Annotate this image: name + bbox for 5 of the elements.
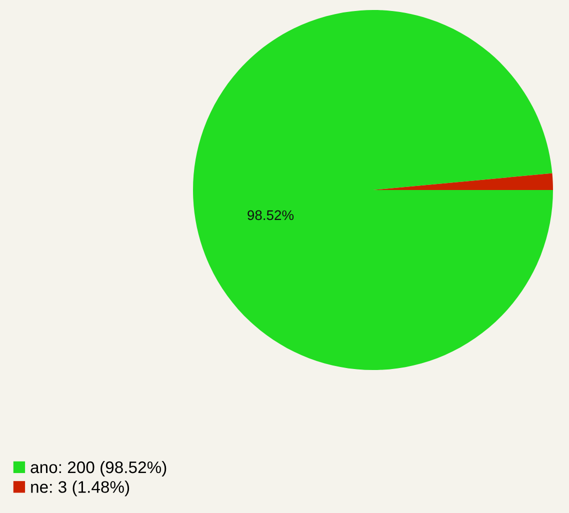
pie-slice — [373, 173, 553, 190]
legend-label: ano: 200 (98.52%) — [30, 460, 166, 476]
data-label: 98.52% — [248, 210, 294, 220]
pie-slice — [193, 10, 553, 370]
legend-label: ne: 3 (1.48%) — [31, 480, 130, 496]
